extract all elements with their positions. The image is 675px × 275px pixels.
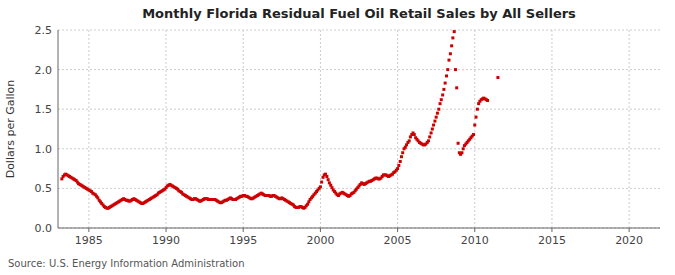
- point: [472, 133, 475, 136]
- grid: [58, 30, 660, 228]
- y-axis-label: Dollars per Gallon: [4, 80, 17, 179]
- point: [436, 112, 439, 115]
- point: [473, 124, 476, 127]
- grid-line: [397, 30, 398, 228]
- point: [496, 76, 499, 79]
- point: [327, 178, 330, 181]
- point: [401, 151, 404, 154]
- y-tick-label: 2.5: [35, 24, 53, 37]
- point: [449, 52, 452, 55]
- x-tick: [397, 228, 398, 232]
- point: [441, 93, 444, 96]
- x-tick-label: 2020: [615, 234, 643, 247]
- point: [435, 116, 438, 119]
- points: [60, 30, 499, 210]
- point: [451, 36, 454, 39]
- y-tick-label: 1.0: [35, 143, 53, 156]
- point: [457, 142, 460, 145]
- x-tick-label: 1995: [229, 234, 257, 247]
- grid-line: [58, 148, 660, 149]
- point: [447, 59, 450, 62]
- y-axis-line: [58, 30, 59, 228]
- point: [432, 124, 435, 127]
- grid-line: [166, 30, 167, 228]
- point: [437, 108, 440, 111]
- point: [454, 68, 457, 71]
- point: [462, 147, 465, 150]
- point: [460, 151, 463, 154]
- point: [486, 99, 489, 102]
- grid-line: [58, 69, 660, 70]
- point: [430, 131, 433, 134]
- point: [445, 74, 448, 77]
- x-tick: [166, 228, 167, 232]
- point: [476, 108, 479, 111]
- grid-line: [88, 30, 89, 228]
- x-tick: [88, 228, 89, 232]
- point: [442, 88, 445, 91]
- point: [444, 82, 447, 85]
- title: Monthly Florida Residual Fuel Oil Retail…: [142, 6, 576, 21]
- point: [446, 68, 449, 71]
- point: [408, 139, 411, 142]
- x-tick: [629, 228, 630, 232]
- point: [427, 139, 430, 142]
- source-note: Source: U.S. Energy Information Administ…: [8, 258, 245, 269]
- point: [320, 181, 323, 184]
- x-axis-line: [58, 228, 660, 229]
- point: [450, 44, 453, 47]
- point: [413, 133, 416, 136]
- point: [431, 128, 434, 131]
- y-tick-label: 0.5: [35, 182, 53, 195]
- point: [439, 102, 442, 105]
- point: [400, 155, 403, 158]
- x-tick: [243, 228, 244, 232]
- x-tick-label: 2015: [538, 234, 566, 247]
- grid-line: [551, 30, 552, 228]
- chart: Monthly Florida Residual Fuel Oil Retail…: [0, 0, 675, 275]
- y-tick-label: 2.0: [35, 64, 53, 77]
- point: [325, 175, 328, 178]
- y-tick-label: 0.0: [35, 222, 53, 235]
- point: [475, 116, 478, 119]
- point: [319, 185, 322, 188]
- point: [397, 164, 400, 167]
- point: [433, 120, 436, 123]
- grid-line: [58, 109, 660, 110]
- grid-line: [243, 30, 244, 228]
- x-tick: [551, 228, 552, 232]
- point: [453, 30, 456, 33]
- point: [399, 160, 402, 163]
- x-tick: [474, 228, 475, 232]
- point: [440, 98, 443, 101]
- grid-line: [58, 30, 660, 31]
- x-tick-label: 2005: [384, 234, 412, 247]
- point: [396, 167, 399, 170]
- point: [428, 135, 431, 138]
- grid-line: [320, 30, 321, 228]
- x-tick: [320, 228, 321, 232]
- x-tick-label: 1990: [152, 234, 180, 247]
- point: [455, 86, 458, 89]
- x-tick-label: 2000: [306, 234, 334, 247]
- grid-line: [474, 30, 475, 228]
- x-tick-label: 2010: [461, 234, 489, 247]
- y-tick-label: 1.5: [35, 103, 53, 116]
- grid-line: [58, 228, 660, 229]
- grid-line: [629, 30, 630, 228]
- x-tick-label: 1985: [75, 234, 103, 247]
